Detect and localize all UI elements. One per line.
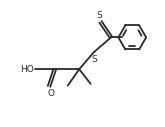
Text: O: O — [47, 89, 54, 98]
Text: HO: HO — [20, 65, 34, 74]
Text: S: S — [96, 11, 102, 20]
Text: S: S — [91, 55, 97, 64]
